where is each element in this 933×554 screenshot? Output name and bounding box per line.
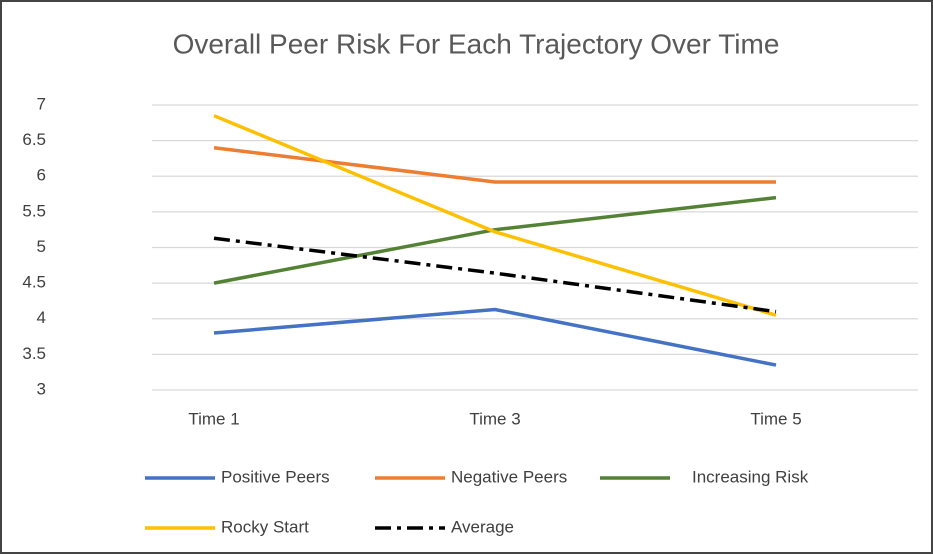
legend-label: Positive Peers <box>221 467 330 486</box>
series-line <box>213 146 776 184</box>
y-tick-label: 4.5 <box>22 273 46 292</box>
y-tick-label: 5 <box>37 237 46 256</box>
y-tick-label: 6.5 <box>22 130 46 149</box>
legend-label: Average <box>451 517 514 536</box>
series-line <box>213 195 777 285</box>
y-tick-label: 4 <box>37 308 46 327</box>
y-tick-label: 6 <box>37 166 46 185</box>
legend-label: Increasing Risk <box>692 467 809 486</box>
x-tick-label: Time 5 <box>750 409 801 428</box>
x-tick-label: Time 1 <box>188 409 239 428</box>
series-line <box>213 236 777 314</box>
y-tick-label: 7 <box>37 94 46 113</box>
series-line <box>213 114 777 317</box>
y-tick-label: 5.5 <box>22 201 46 220</box>
y-tick-label: 3 <box>37 379 46 398</box>
legend-label: Rocky Start <box>221 517 309 536</box>
y-tick-label: 3.5 <box>22 344 46 363</box>
x-tick-label: Time 3 <box>469 409 520 428</box>
chart-title: Overall Peer Risk For Each Trajectory Ov… <box>173 28 780 59</box>
series-line <box>213 307 777 367</box>
legend-label: Negative Peers <box>451 467 567 486</box>
